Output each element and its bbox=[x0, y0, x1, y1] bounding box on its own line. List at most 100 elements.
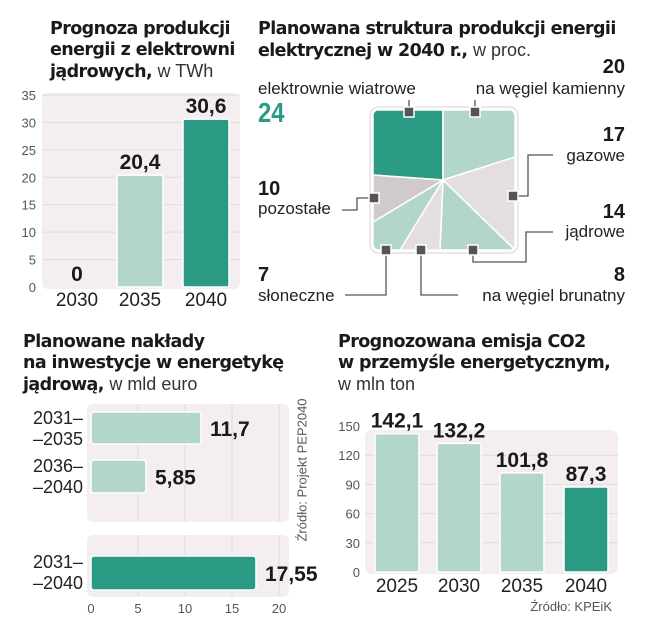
slice-label-gas: gazowe bbox=[566, 146, 625, 165]
chart3-unit: w mld euro bbox=[109, 374, 198, 394]
slice-value-nuclear: 14 bbox=[602, 201, 625, 223]
slice-value-gas: 17 bbox=[602, 124, 625, 146]
chart3-value-label: 5,85 bbox=[155, 467, 196, 490]
slice-value-brown-coal: 8 bbox=[613, 264, 625, 286]
chart4-ytick-label: 30 bbox=[346, 536, 360, 551]
chart2-title-line-2: elektrycznej w 2040 r., bbox=[258, 41, 468, 61]
chart1-title-line-3: jądrowych, bbox=[50, 62, 153, 82]
slice-marker bbox=[415, 244, 427, 256]
chart4-value-label: 142,1 bbox=[371, 410, 424, 433]
chart3-xtick-label: 10 bbox=[178, 601, 192, 616]
chart4-value-label: 132,2 bbox=[433, 419, 486, 442]
leader-line bbox=[345, 250, 387, 296]
chart1-ytick-label: 5 bbox=[29, 253, 36, 268]
chart4-plot-bg bbox=[365, 430, 618, 574]
slice-label-wind: elektrownie wiatrowe bbox=[258, 79, 416, 98]
chart1-value-label: 20,4 bbox=[120, 151, 161, 174]
chart1-ytick-label: 0 bbox=[29, 280, 36, 295]
chart4-ytick-label: 60 bbox=[346, 507, 360, 522]
chart2-unit: w proc. bbox=[472, 40, 531, 60]
chart4-ytick-label: 0 bbox=[353, 565, 360, 580]
chart4-xtick-label: 2035 bbox=[501, 576, 543, 597]
chart3-nuclear-investment: 0 5 10 15 2011,72031––20355,852036––204017,5… bbox=[33, 404, 318, 616]
chart3-xtick-label: 15 bbox=[225, 601, 239, 616]
chart4-bar bbox=[563, 486, 609, 573]
chart4-xtick-label: 2040 bbox=[565, 576, 607, 597]
chart1-ytick-label: 10 bbox=[22, 225, 36, 240]
chart4-xtick-label: 2025 bbox=[376, 576, 418, 597]
chart4-unit: w mln ton bbox=[338, 374, 416, 394]
slice-label-other: pozostałe bbox=[258, 199, 331, 218]
chart4-ytick-label: 120 bbox=[338, 448, 360, 463]
chart1-value-label: 30,6 bbox=[186, 95, 227, 118]
slice-value-wind: 24 bbox=[258, 97, 285, 128]
chart2-slices bbox=[373, 110, 515, 250]
chart1-xtick-label: 2035 bbox=[119, 290, 161, 311]
slice-marker bbox=[467, 244, 479, 256]
leader-line bbox=[420, 250, 458, 296]
chart2-energy-structure bbox=[342, 100, 553, 296]
leader-line bbox=[342, 197, 374, 211]
chart4-value-label: 101,8 bbox=[496, 449, 549, 472]
chart2-title: Planowana struktura produkcji energii el… bbox=[258, 19, 616, 62]
leader-line bbox=[513, 154, 553, 197]
chart1-value-label: 0 bbox=[71, 263, 83, 286]
slice-label-solar: słoneczne bbox=[258, 286, 335, 305]
slice-marker bbox=[469, 106, 481, 118]
chart1-xtick-label: 2030 bbox=[56, 290, 98, 311]
chart3-xtick-label: 20 bbox=[272, 601, 286, 616]
chart3-bar bbox=[90, 459, 147, 494]
chart1-unit: w TWh bbox=[157, 61, 214, 81]
leader-line bbox=[472, 231, 553, 263]
chart4-bar bbox=[499, 472, 545, 573]
chart3-title-line-2: na inwestycje w energetykę bbox=[23, 353, 284, 373]
chart3-bar bbox=[90, 411, 202, 445]
chart4-title-line-2: w przemyśle energetycznym, bbox=[338, 353, 611, 373]
chart1-title: Prognoza produkcji energii z elektrowni … bbox=[50, 19, 235, 83]
slice-marker bbox=[380, 244, 392, 256]
slice-value-solar: 7 bbox=[258, 264, 270, 286]
chart1-nuclear-production: 0 5 10 15 20 25 30 35 0 2030 20,4 2035 30,6 2040 bbox=[22, 88, 240, 311]
chart3-category-label: 2031– bbox=[33, 552, 83, 572]
pie-slice bbox=[373, 174, 446, 224]
chart3-category-label: –2040 bbox=[33, 477, 83, 497]
chart3-category-label: 2031– bbox=[33, 408, 83, 428]
chart3-title-line-1: Planowane nakłady bbox=[23, 332, 205, 352]
chart1-bar bbox=[116, 174, 164, 288]
slice-marker bbox=[507, 190, 519, 202]
chart2-title-line-1: Planowana struktura produkcji energii bbox=[258, 19, 616, 39]
chart1-ytick-label: 35 bbox=[22, 88, 36, 103]
chart4-xtick-label: 2030 bbox=[438, 576, 480, 597]
chart1-ytick-label: 15 bbox=[22, 198, 36, 213]
chart3-title: Planowane nakłady na inwestycje w energe… bbox=[23, 332, 284, 396]
slice-marker bbox=[368, 192, 380, 204]
slice-label-brown-coal: na węgiel brunatny bbox=[482, 286, 625, 305]
chart4-title-line-1: Prognozowana emisja CO2 bbox=[338, 332, 586, 352]
chart4-ytick-label: 90 bbox=[346, 477, 360, 492]
chart4-ytick-label: 150 bbox=[338, 419, 360, 434]
chart4-bar bbox=[436, 442, 482, 573]
chart3-category-label: –2035 bbox=[33, 429, 83, 449]
chart3-xtick-label: 0 bbox=[87, 601, 94, 616]
slice-marker bbox=[403, 106, 415, 118]
chart1-ytick-label: 30 bbox=[22, 115, 36, 130]
chart1-ytick-label: 20 bbox=[22, 170, 36, 185]
chart4-value-label: 87,3 bbox=[566, 463, 607, 486]
slice-value-hard-coal: 20 bbox=[602, 56, 625, 78]
chart3-xtick-label: 5 bbox=[134, 601, 141, 616]
chart3-value-label: 17,55 bbox=[265, 563, 318, 586]
slice-label-nuclear: jądrowe bbox=[565, 222, 625, 241]
slice-value-other: 10 bbox=[258, 178, 281, 200]
chart3-bar bbox=[90, 555, 257, 591]
chart4-title: Prognozowana emisja CO2 w przemyśle ener… bbox=[338, 332, 611, 395]
chart3-category-label: –2040 bbox=[33, 573, 83, 593]
chart3-category-label: 2036– bbox=[33, 456, 83, 476]
chart4-bar bbox=[374, 432, 420, 573]
chart1-ytick-label: 25 bbox=[22, 143, 36, 158]
chart1-xtick-label: 2040 bbox=[185, 290, 227, 311]
chart1-title-line-1: Prognoza produkcji bbox=[50, 19, 231, 39]
chart3-title-line-3: jądrową, bbox=[23, 375, 104, 395]
chart1-title-line-2: energii z elektrowni bbox=[50, 40, 235, 60]
slice-label-hard-coal: na węgiel kamienny bbox=[475, 79, 625, 98]
